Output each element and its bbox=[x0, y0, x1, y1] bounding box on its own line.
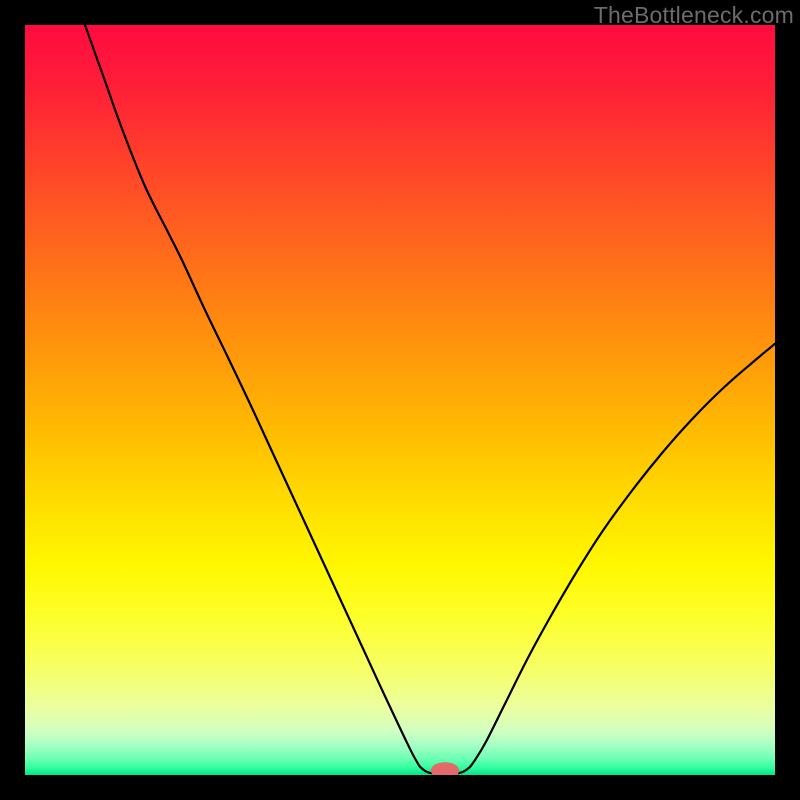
gradient-background bbox=[25, 25, 775, 775]
chart-frame: TheBottleneck.com bbox=[0, 0, 800, 800]
bottleneck-chart bbox=[25, 25, 775, 775]
